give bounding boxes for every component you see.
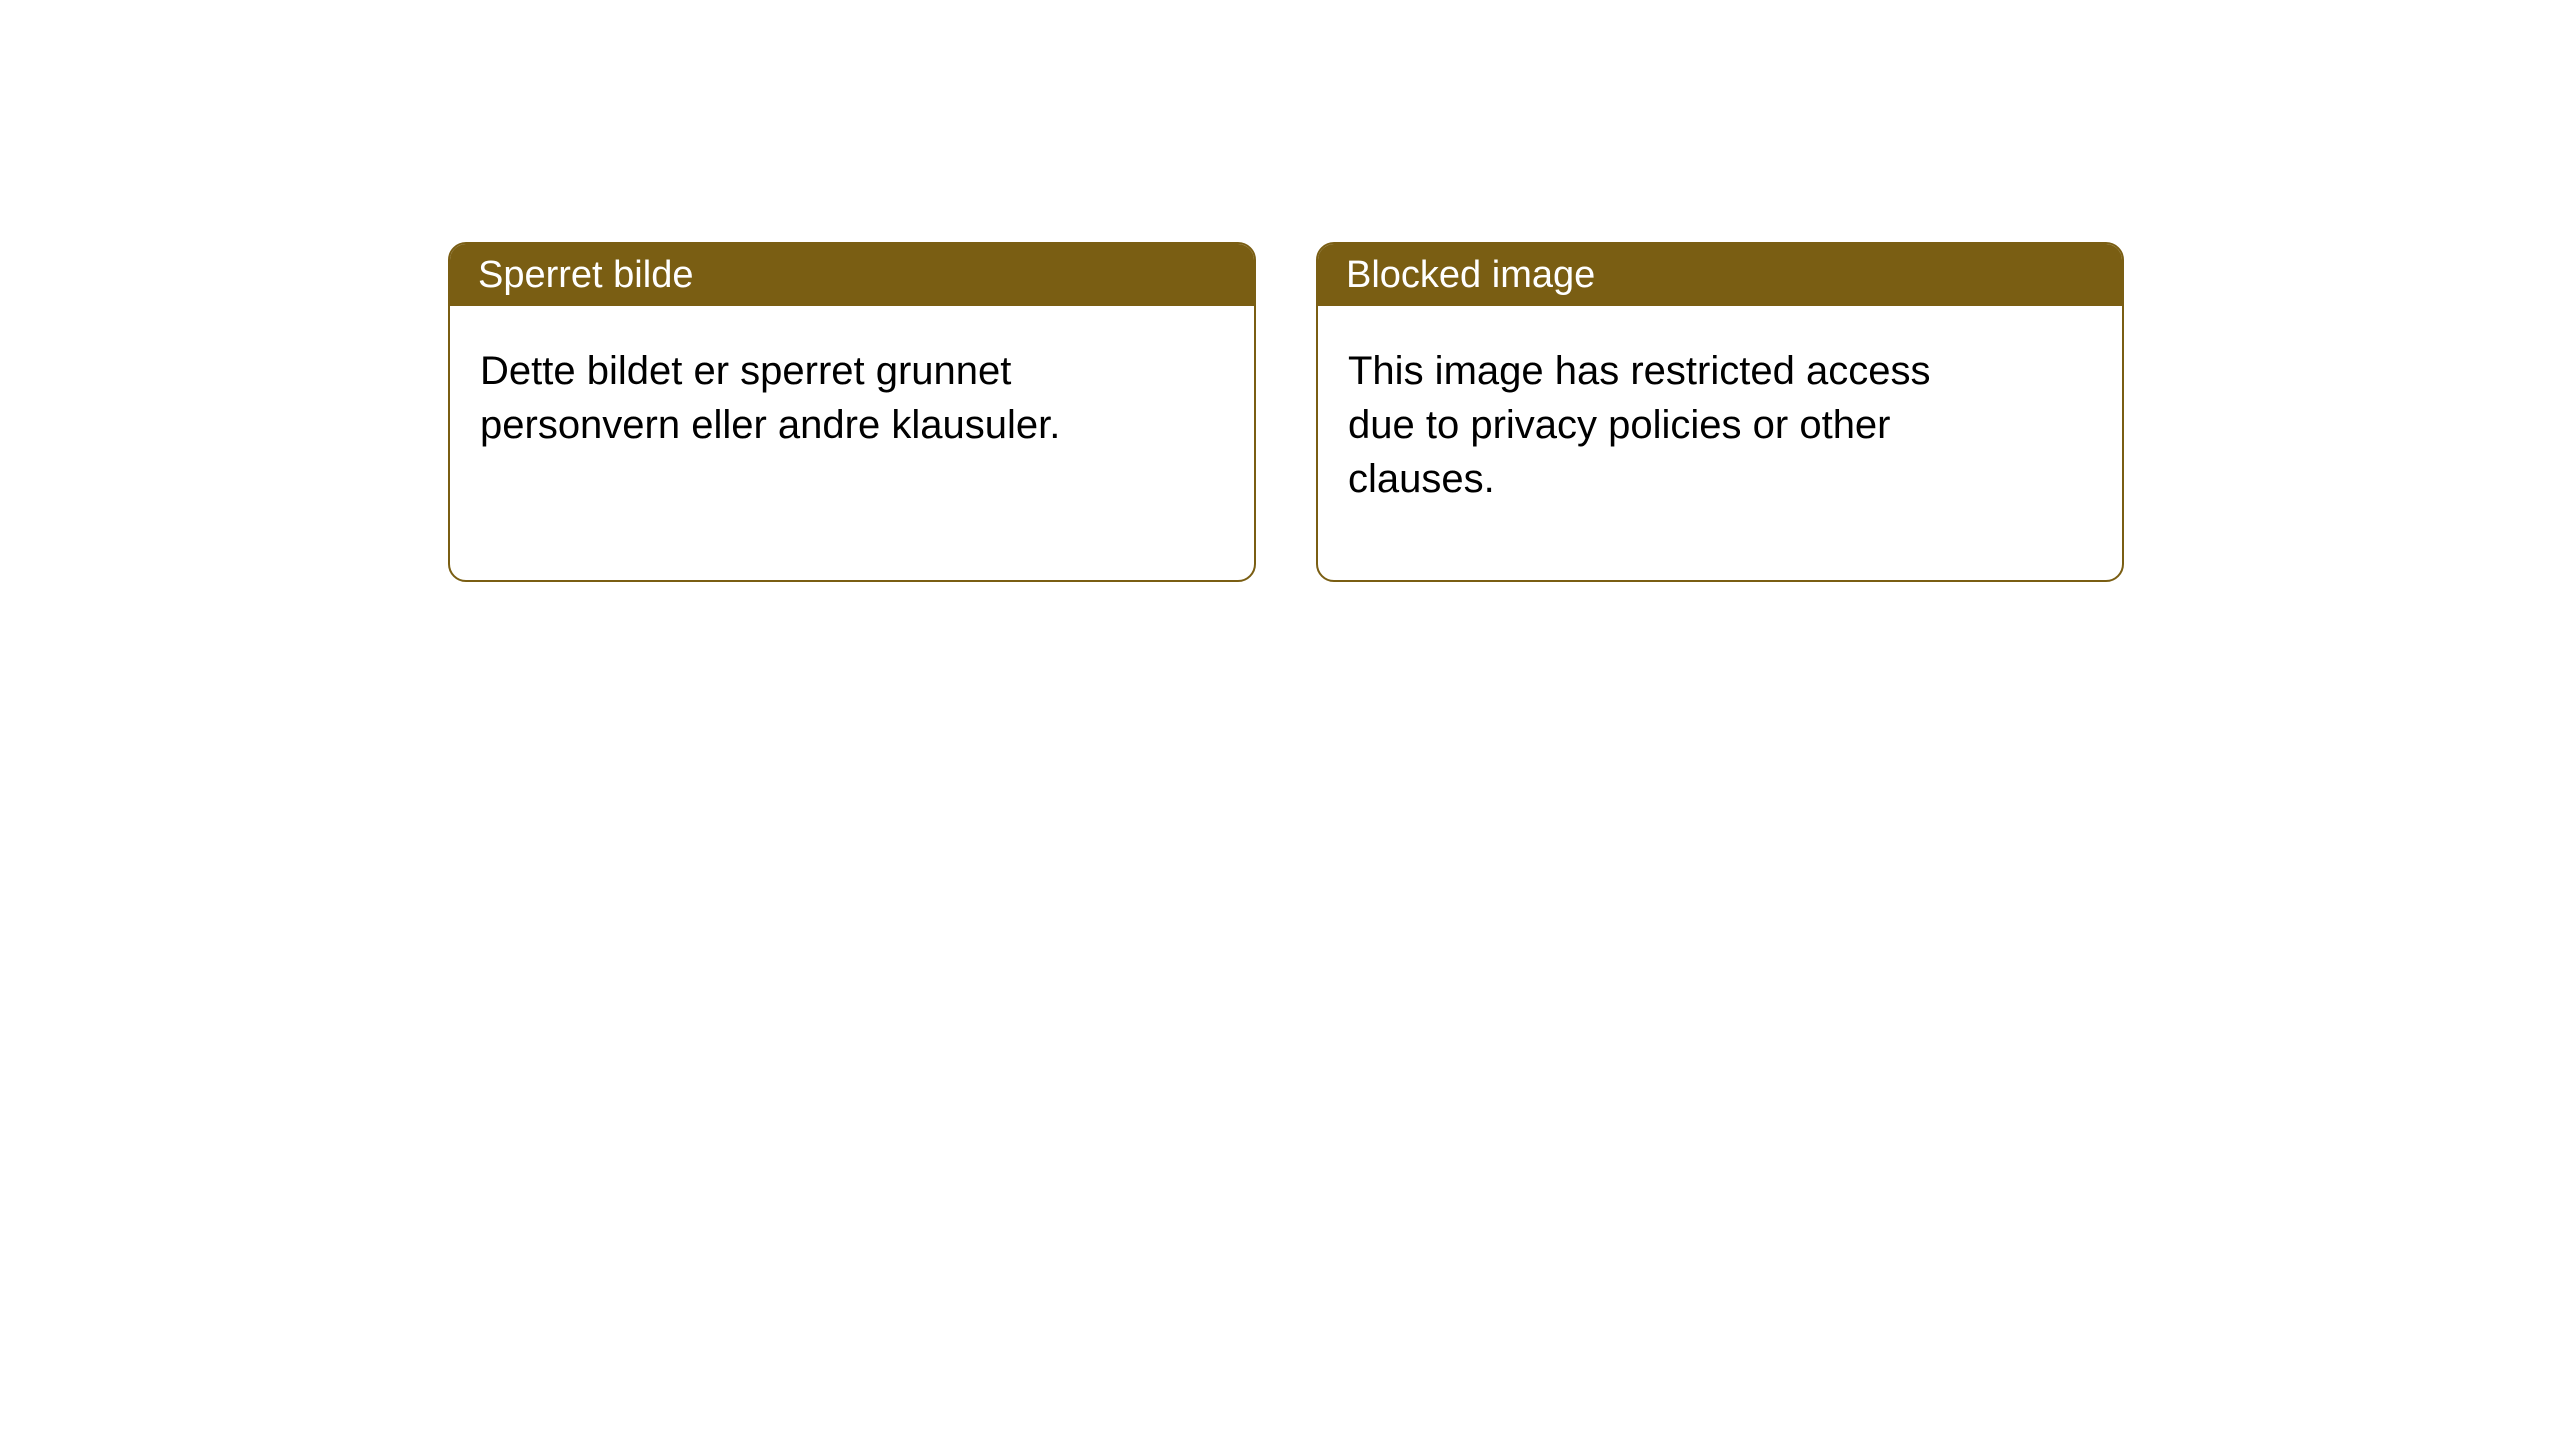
notice-header: Sperret bilde bbox=[450, 244, 1254, 306]
notice-card-english: Blocked image This image has restricted … bbox=[1316, 242, 2124, 582]
notice-title: Blocked image bbox=[1346, 254, 1595, 297]
notice-message: Dette bildet er sperret grunnet personve… bbox=[480, 349, 1060, 447]
notice-message: This image has restricted access due to … bbox=[1348, 349, 1930, 501]
notice-body: This image has restricted access due to … bbox=[1318, 306, 1998, 544]
notice-container: Sperret bilde Dette bildet er sperret gr… bbox=[0, 0, 2560, 582]
notice-header: Blocked image bbox=[1318, 244, 2122, 306]
notice-body: Dette bildet er sperret grunnet personve… bbox=[450, 306, 1130, 490]
notice-title: Sperret bilde bbox=[478, 254, 693, 297]
notice-card-norwegian: Sperret bilde Dette bildet er sperret gr… bbox=[448, 242, 1256, 582]
